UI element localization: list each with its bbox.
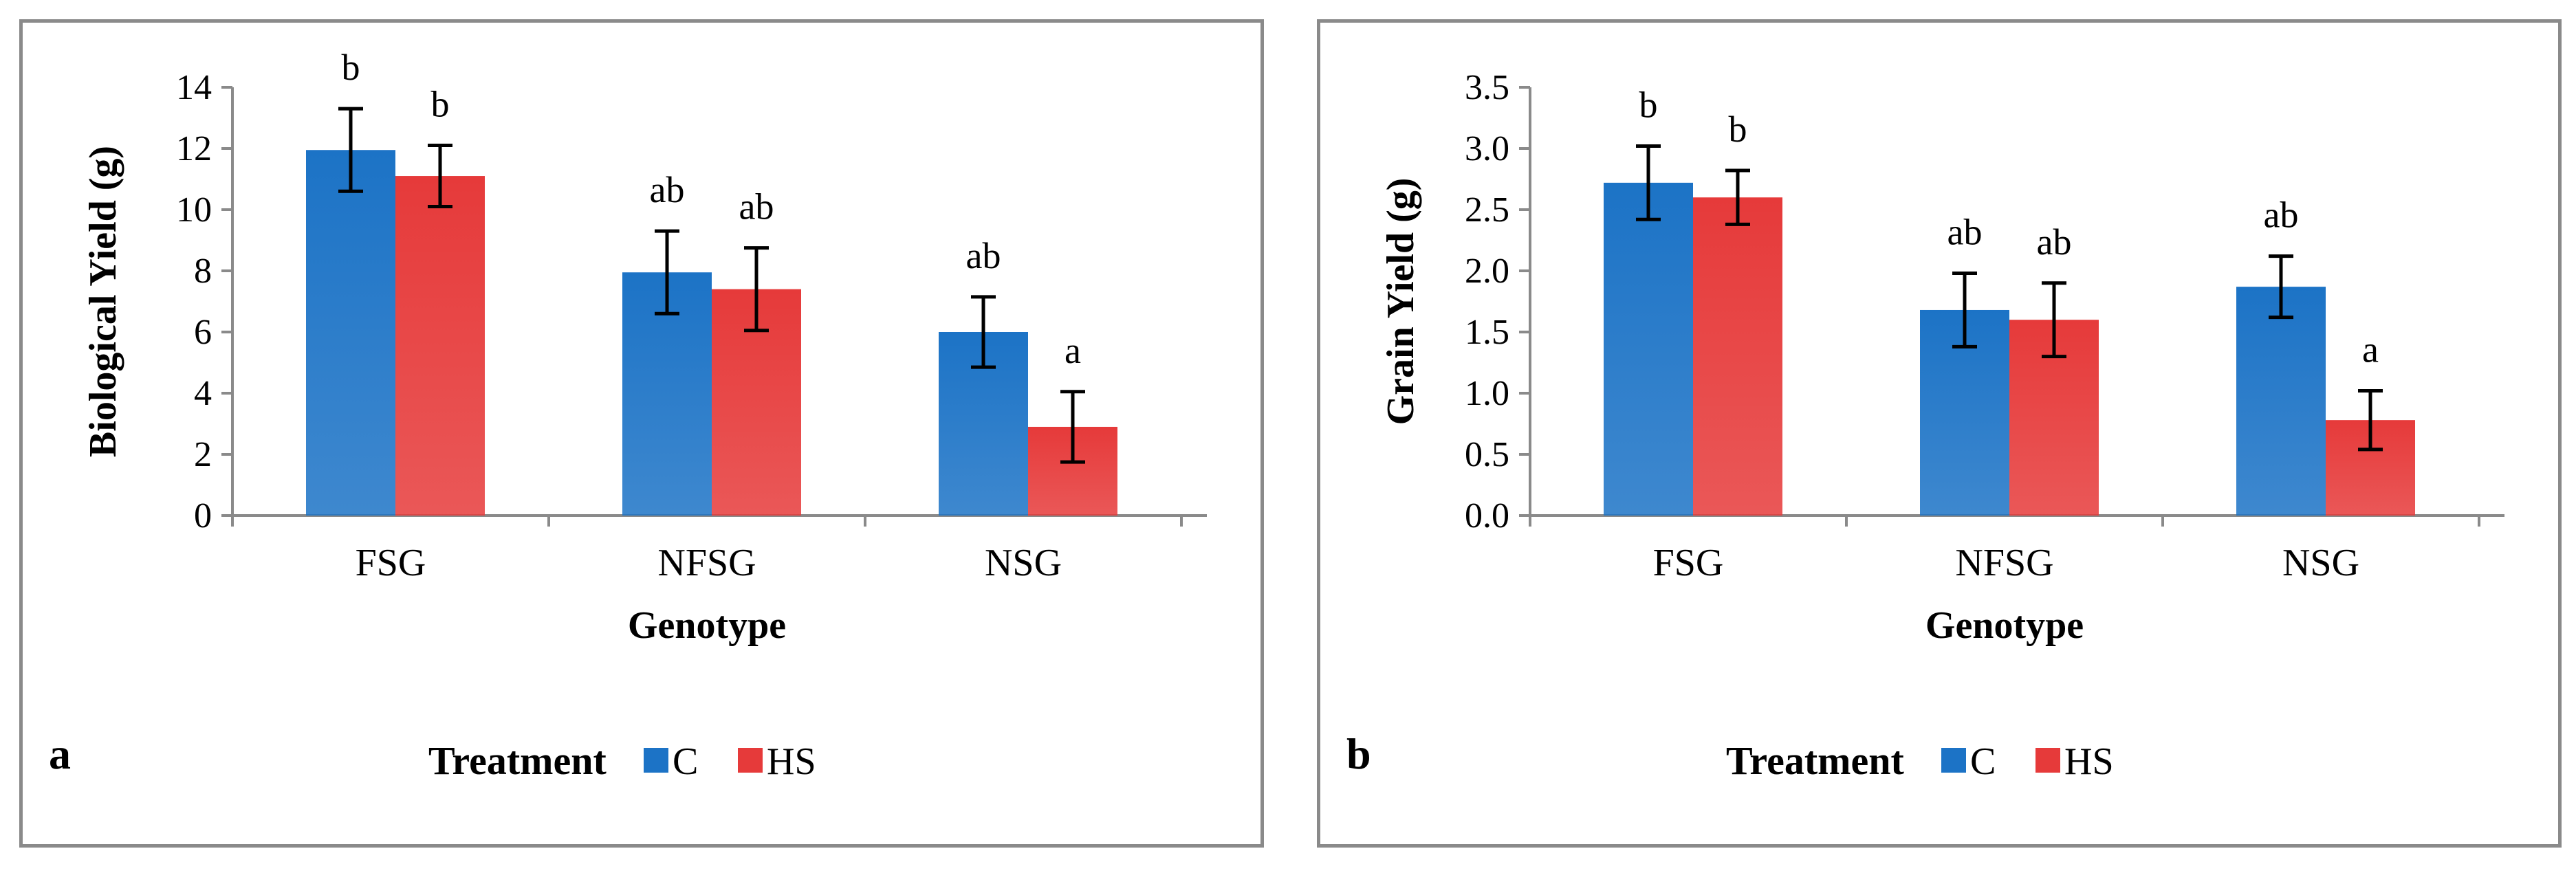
significance-letter: b xyxy=(1639,84,1658,125)
y-tick-label: 8 xyxy=(194,252,212,291)
legend-label-hs: HS xyxy=(2064,740,2114,783)
legend-swatch-c xyxy=(644,748,668,773)
legend-label-hs: HS xyxy=(767,740,816,783)
significance-letter: a xyxy=(1065,330,1081,371)
legend-label-c: C xyxy=(673,740,698,783)
x-axis-title: Genotype xyxy=(628,604,786,647)
y-tick-label: 12 xyxy=(176,129,212,168)
biological-yield-chart: 0 2 4 6 8 10 12 14 b b FSG ab ab NFSG ab a NSG Genotype Bi… xyxy=(49,47,1207,783)
significance-letter: a xyxy=(2362,329,2379,370)
y-tick-label: 0 xyxy=(194,496,212,535)
x-axis-title: Genotype xyxy=(1925,604,2084,647)
panel-label: a xyxy=(49,729,71,778)
y-tick-label: 1.0 xyxy=(1465,374,1509,413)
legend-swatch-hs xyxy=(2035,748,2060,773)
x-tick-label: NFSG xyxy=(1955,542,2053,584)
legend-swatch-hs xyxy=(738,748,763,773)
bar-hs-fsg xyxy=(1693,197,1782,516)
y-tick-label: 3.0 xyxy=(1465,129,1509,168)
y-tick-label: 0.5 xyxy=(1465,435,1509,474)
bar-c-fsg xyxy=(306,150,395,516)
chart-panel-b: 0.0 0.5 1.0 1.5 2.0 2.5 3.0 3.5 b b FSG ab ab NFSG ab a… xyxy=(1317,19,2562,848)
significance-letter: b xyxy=(342,47,360,88)
bar-c-nsg xyxy=(2236,287,2326,516)
y-tick-label: 2.0 xyxy=(1465,252,1509,291)
significance-letter: b xyxy=(1729,109,1747,150)
legend-title: Treatment xyxy=(428,738,607,783)
significance-letter: ab xyxy=(2264,195,2299,236)
significance-letter: ab xyxy=(966,235,1001,276)
y-tick-label: 6 xyxy=(194,313,212,352)
y-tick-label: 4 xyxy=(194,374,212,413)
significance-letter: ab xyxy=(2037,221,2072,263)
legend-title: Treatment xyxy=(1726,738,1904,783)
significance-letter: ab xyxy=(739,186,774,228)
y-tick-label: 14 xyxy=(176,68,212,107)
x-tick-label: NSG xyxy=(985,542,1062,584)
y-axis-title: Biological Yield (g) xyxy=(82,146,124,457)
x-tick-label: NSG xyxy=(2282,542,2359,584)
significance-letter: ab xyxy=(1947,212,1983,253)
bar-hs-fsg xyxy=(395,176,485,516)
x-tick-label: FSG xyxy=(1653,542,1724,584)
significance-letter: ab xyxy=(650,169,685,210)
chart-panel-a: 0 2 4 6 8 10 12 14 b b FSG ab ab NFSG ab a NSG Genotype Bi… xyxy=(19,19,1264,848)
y-tick-label: 1.5 xyxy=(1465,313,1509,352)
y-axis-title: Grain Yield (g) xyxy=(1379,178,1422,426)
panel-label: b xyxy=(1346,729,1371,778)
y-tick-label: 3.5 xyxy=(1465,68,1509,107)
significance-letter: b xyxy=(431,84,450,125)
bar-c-fsg xyxy=(1604,182,1693,516)
y-tick-label: 2.5 xyxy=(1465,190,1509,230)
y-tick-label: 10 xyxy=(176,190,212,230)
y-tick-label: 2 xyxy=(194,435,212,474)
legend-swatch-c xyxy=(1941,748,1966,773)
y-tick-label: 0.0 xyxy=(1465,496,1509,535)
x-tick-label: NFSG xyxy=(657,542,756,584)
legend-label-c: C xyxy=(1970,740,1996,783)
x-tick-label: FSG xyxy=(356,542,426,584)
